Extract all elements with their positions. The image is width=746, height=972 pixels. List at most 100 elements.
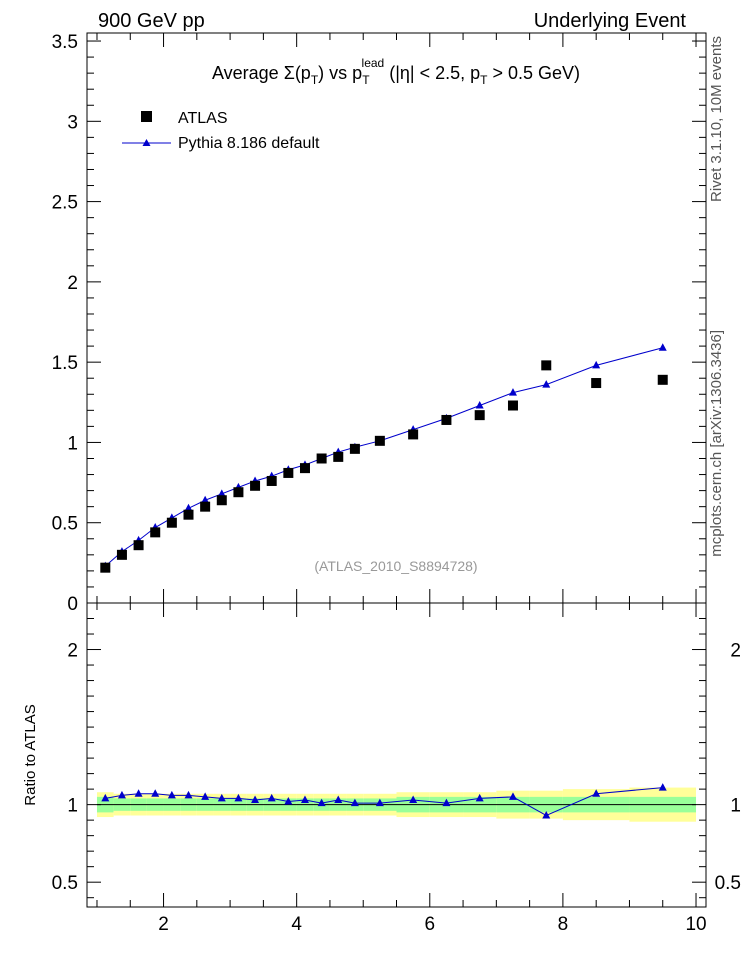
ratio-point: [658, 783, 667, 791]
atlas-data-point: [441, 414, 452, 425]
ratio-y-tick-labels: 0.5 0.5 1 1 2 2: [52, 641, 741, 895]
atlas-data-point: [116, 549, 127, 560]
ratio-x-tick-label: 6: [424, 914, 435, 935]
ratio-point: [134, 789, 143, 797]
ratio-point: [508, 792, 517, 800]
atlas-data-point: [316, 453, 327, 464]
atlas-data-point: [591, 378, 602, 389]
ratio-x-tick-label: 2: [158, 914, 169, 935]
ratio-series-line: [105, 787, 663, 817]
data-series-group: [100, 360, 668, 573]
ratio-point: [442, 798, 451, 807]
ratio-y-tick-label-right: 2: [730, 641, 741, 662]
rivet-version-text: Rivet 3.1.10, 10M events: [708, 36, 725, 202]
ratio-series-group: [101, 783, 667, 819]
ratio-y-axis-label: Ratio to ATLAS: [22, 704, 39, 805]
ratio-point: [317, 798, 326, 807]
ratio-point: [284, 797, 293, 805]
main-y-tick-label: 3: [67, 112, 78, 133]
ratio-point: [201, 792, 210, 800]
atlas-data-point: [408, 429, 419, 440]
ratio-point: [167, 790, 176, 799]
pythia-mc-point: [508, 388, 517, 396]
main-y-tick-label: 0.5: [52, 514, 78, 535]
pythia-mc-point: [475, 401, 484, 409]
atlas-data-point: [133, 540, 144, 551]
ratio-point: [217, 793, 226, 802]
ratio-point: [542, 810, 551, 819]
legend-atlas-marker: [141, 111, 152, 122]
atlas-data-point: [233, 487, 244, 498]
pythia-mc-point: [592, 360, 601, 369]
pythia-mc-point: [658, 343, 667, 351]
atlas-data-point: [166, 517, 177, 528]
atlas-data-point: [283, 467, 294, 478]
atlas-data-point: [299, 463, 310, 474]
main-y-tick-labels: 0 0.5 1 1.5 2 2.5 3 3.5: [52, 32, 78, 615]
main-y-tick-label: 1: [67, 433, 78, 454]
ratio-y-tick-label-right: 0.5: [715, 873, 741, 894]
main-plot-panel: 0 0.5 1 1.5 2 2.5 3 3.5 Average Σ(pT) vs pTlead…: [52, 32, 707, 615]
plot-title: Average Σ(pT) vs pTlead (|η| < 2.5, pT >…: [212, 56, 580, 87]
atlas-data-point: [200, 501, 211, 512]
ratio-point: [151, 789, 160, 797]
mc-series-line: [104, 347, 663, 567]
ratio-point: [592, 789, 601, 797]
header-right: Underlying Event: [534, 10, 687, 32]
main-y-tick-label: 2: [67, 273, 78, 294]
main-y-tick-label: 2.5: [52, 193, 78, 214]
pythia-mc-point: [217, 489, 226, 497]
atlas-data-point: [250, 480, 261, 491]
ratio-point: [475, 793, 484, 802]
source-reference-text: mcplots.cern.ch [arXiv:1306.3436]: [708, 330, 725, 557]
atlas-data-point: [349, 443, 360, 454]
ratio-point: [375, 798, 384, 807]
ratio-x-tick-label: 4: [291, 914, 302, 935]
ratio-x-tick-labels: 2 4 6 8 10: [158, 914, 706, 935]
analysis-watermark: (ATLAS_2010_S8894728): [314, 558, 477, 574]
legend-pythia-label: Pythia 8.186 default: [178, 135, 320, 152]
pythia-mc-point: [201, 495, 210, 504]
ratio-point: [234, 793, 243, 802]
legend-atlas-label: ATLAS: [178, 110, 228, 127]
atlas-data-point: [266, 475, 277, 486]
ratio-point: [184, 790, 193, 799]
ratio-x-tick-label: 10: [685, 914, 706, 935]
ratio-point: [101, 793, 110, 802]
main-y-tick-label: 0: [67, 594, 78, 615]
ratio-axis-ticks: [87, 603, 706, 907]
pythia-mc-point: [542, 380, 551, 388]
ratio-point: [300, 795, 309, 803]
atlas-data-point: [507, 400, 518, 411]
atlas-data-point: [333, 451, 344, 462]
atlas-data-point: [657, 374, 668, 385]
ratio-plot-panel: 0.5 0.5 1 1 2 2 2 4 6 8 10 Ratio to ATLAS: [22, 602, 741, 935]
ratio-plot-frame: [86, 602, 707, 908]
ratio-x-tick-label: 8: [558, 914, 569, 935]
header-left: 900 GeV pp: [98, 10, 205, 32]
main-axis-ticks: [87, 33, 706, 604]
ratio-y-tick-label: 0.5: [52, 873, 78, 894]
legend-pythia-marker: [142, 139, 151, 146]
atlas-data-point: [374, 435, 385, 446]
ratio-point: [409, 795, 418, 803]
main-y-tick-label: 1.5: [52, 353, 78, 374]
mc-series-group: [101, 343, 667, 570]
main-y-tick-label: 3.5: [52, 32, 78, 53]
atlas-data-point: [183, 509, 194, 520]
atlas-data-point: [150, 527, 161, 538]
ratio-point: [334, 795, 343, 803]
ratio-uncertainty-bands: [96, 787, 697, 822]
ratio-point: [251, 795, 260, 803]
ratio-y-tick-label: 2: [67, 641, 78, 662]
ratio-point: [350, 798, 359, 807]
atlas-data-point: [100, 562, 111, 573]
atlas-data-point: [474, 410, 485, 421]
atlas-data-point: [216, 495, 227, 506]
ratio-y-tick-label: 1: [67, 796, 78, 817]
pythia-mc-point: [184, 503, 193, 512]
atlas-data-point: [541, 360, 552, 371]
ratio-point: [117, 790, 126, 799]
ratio-point: [267, 793, 276, 802]
